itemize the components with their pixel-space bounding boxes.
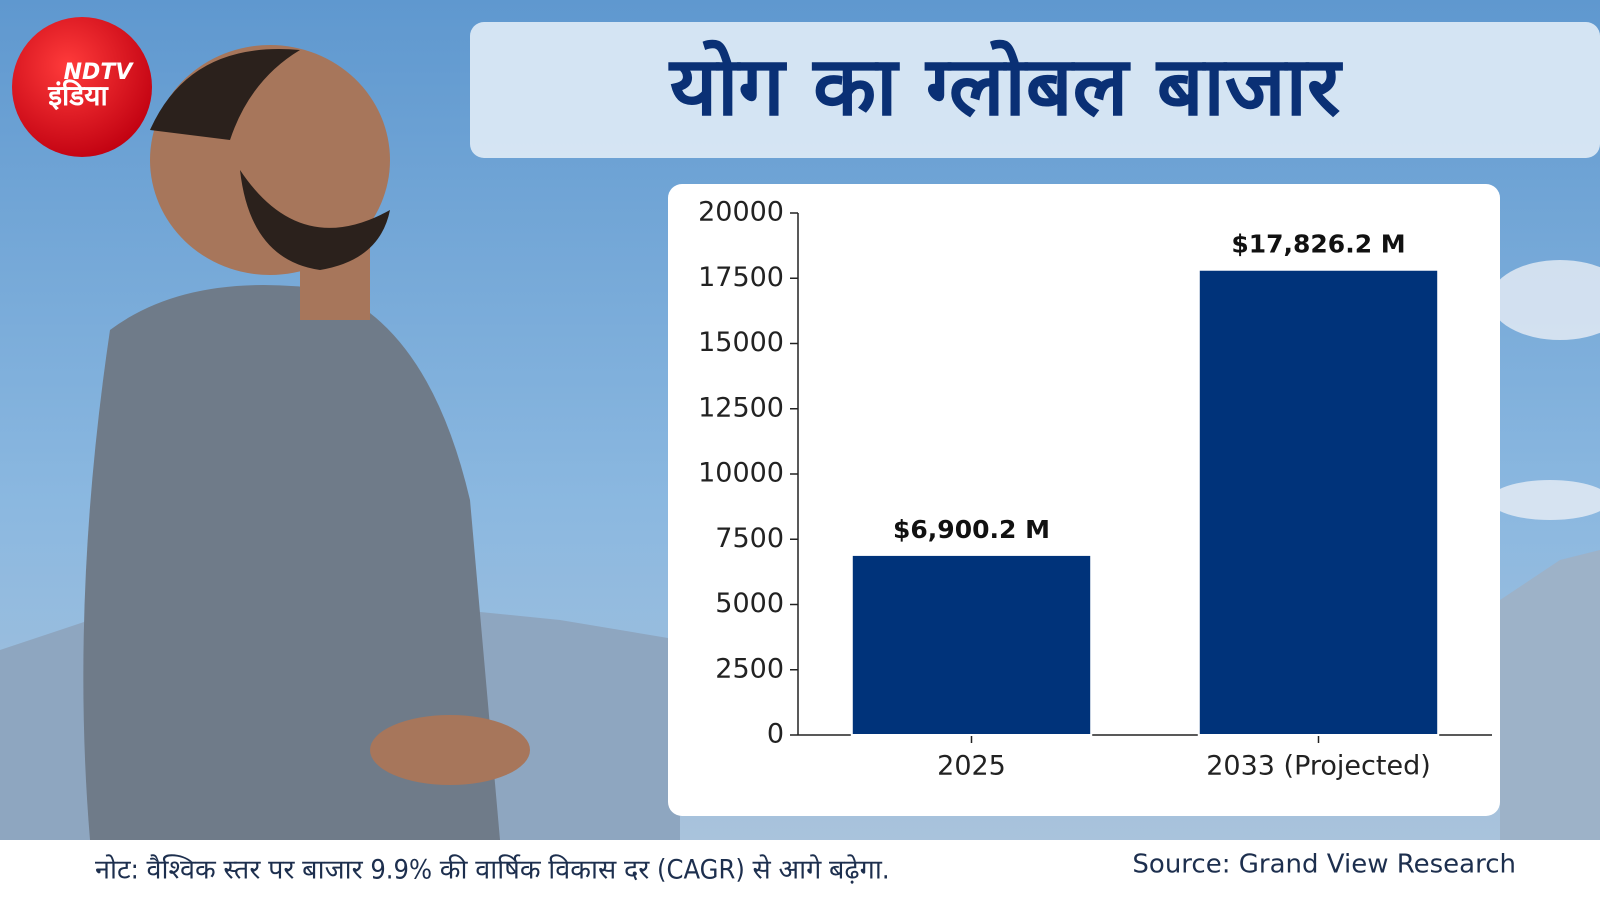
cloud [1490, 480, 1600, 520]
logo-sub: इंडिया [47, 79, 109, 112]
x-tick-label: 2033 (Projected) [1206, 751, 1431, 782]
value-label: $17,826.2 M [1231, 230, 1405, 259]
y-tick-label: 5000 [715, 588, 784, 619]
logo-brand: NDTV [64, 60, 135, 85]
title-box [470, 22, 1600, 158]
y-tick-label: 15000 [698, 327, 784, 358]
y-tick-label: 10000 [698, 458, 784, 489]
bar [850, 553, 1093, 736]
y-tick-label: 7500 [715, 523, 784, 554]
person-body [83, 285, 500, 840]
person-hair [150, 49, 300, 140]
footer-note: नोट: वैश्विक स्तर पर बाजार 9.9% की वार्ष… [95, 854, 890, 886]
y-tick-label: 0 [767, 719, 784, 750]
person-hand [370, 715, 530, 785]
cloud [1490, 260, 1600, 340]
bar [1197, 268, 1440, 736]
chart-title: योग का ग्लोबल बाजार [668, 39, 1344, 134]
person-beard [240, 170, 390, 270]
logo [12, 17, 152, 157]
x-tick-label: 2025 [937, 751, 1006, 782]
y-tick-label: 20000 [698, 197, 784, 228]
y-tick-label: 2500 [715, 653, 784, 684]
value-label: $6,900.2 M [893, 515, 1050, 544]
footer-source: Source: Grand View Research [1132, 850, 1516, 880]
mountains-right [1500, 550, 1600, 840]
y-tick-label: 12500 [698, 392, 784, 423]
footer-bar [0, 840, 1600, 900]
y-tick-label: 17500 [698, 262, 784, 293]
